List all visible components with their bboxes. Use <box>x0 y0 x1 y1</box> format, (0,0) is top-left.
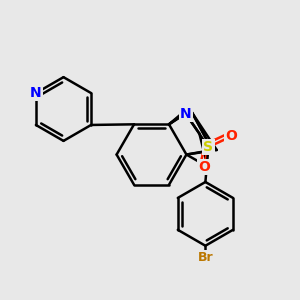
Text: O: O <box>225 130 237 143</box>
Text: Br: Br <box>198 251 213 264</box>
Text: S: S <box>203 140 213 154</box>
Text: N: N <box>180 107 191 121</box>
Text: N: N <box>30 86 42 100</box>
Text: O: O <box>198 160 210 174</box>
